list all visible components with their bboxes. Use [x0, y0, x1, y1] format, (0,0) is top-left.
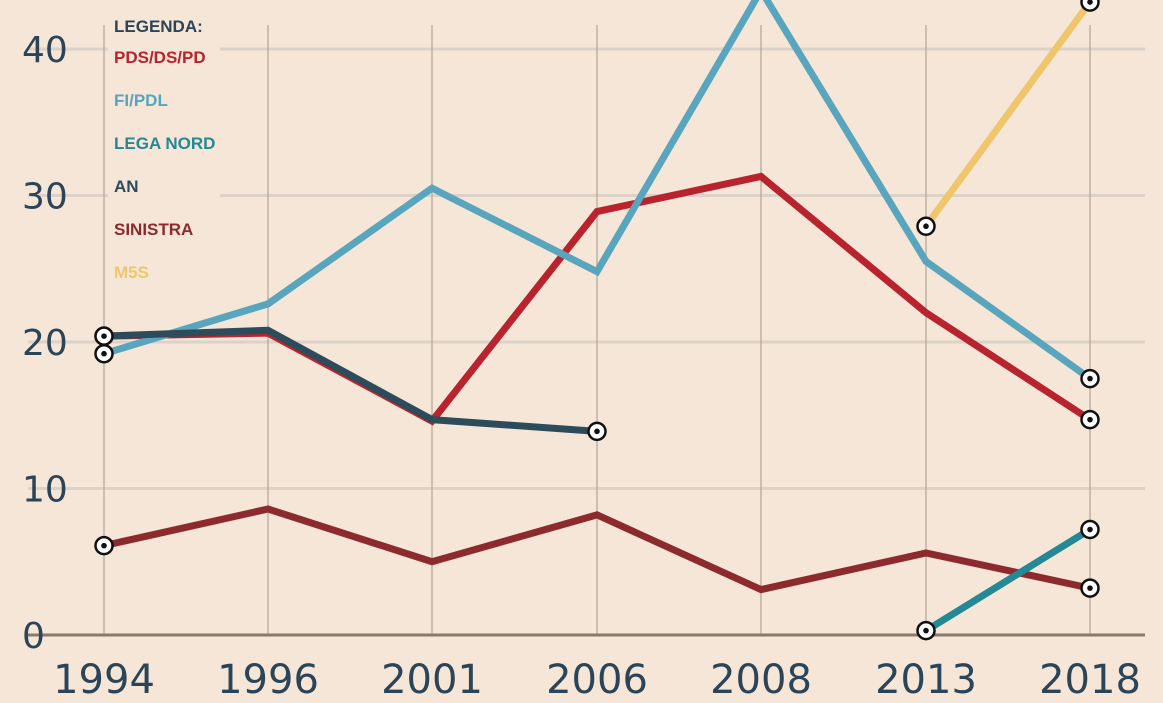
y-tick-label: 20: [22, 323, 68, 364]
legend-item: SINISTRA: [114, 220, 193, 239]
series-line: [926, 2, 1090, 226]
legend-item: M5S: [114, 263, 149, 282]
y-tick-label: 40: [22, 30, 68, 71]
x-axis-ticks: 1994 1996 2001 2006 2008 2013 2018: [53, 657, 1141, 703]
y-axis-ticks: 0 10 20 30 40: [22, 30, 68, 657]
x-tick-label: 2018: [1039, 657, 1141, 703]
point-marker-center: [1087, 585, 1093, 591]
point-marker-center: [101, 351, 107, 357]
y-tick-label: 30: [22, 176, 68, 217]
x-tick-label: 2001: [381, 657, 483, 703]
legend-item: FI/PDL: [114, 91, 168, 110]
x-tick-label: 2006: [546, 657, 648, 703]
legend: LEGENDA: PDS/DS/PD FI/PDL LEGA NORD AN SINIS…: [108, 8, 220, 298]
point-marker-center: [923, 628, 929, 634]
legend-item: AN: [114, 177, 139, 196]
point-marker-center: [1087, 417, 1093, 423]
x-tick-label: 2008: [710, 657, 812, 703]
point-marker-center: [101, 333, 107, 339]
x-tick-label: 2013: [875, 657, 977, 703]
point-marker-center: [594, 429, 600, 435]
point-marker-center: [101, 543, 107, 549]
y-tick-label: 10: [22, 469, 68, 510]
legend-item: PDS/DS/PD: [114, 48, 206, 67]
point-marker-center: [923, 223, 929, 229]
point-marker-center: [1087, 527, 1093, 533]
x-tick-label: 1994: [53, 657, 155, 703]
legend-item: LEGA NORD: [114, 134, 215, 153]
y-tick-label: 0: [22, 616, 45, 657]
point-marker-center: [1087, 376, 1093, 382]
x-tick-label: 1996: [217, 657, 319, 703]
legend-title: LEGENDA:: [114, 17, 203, 36]
